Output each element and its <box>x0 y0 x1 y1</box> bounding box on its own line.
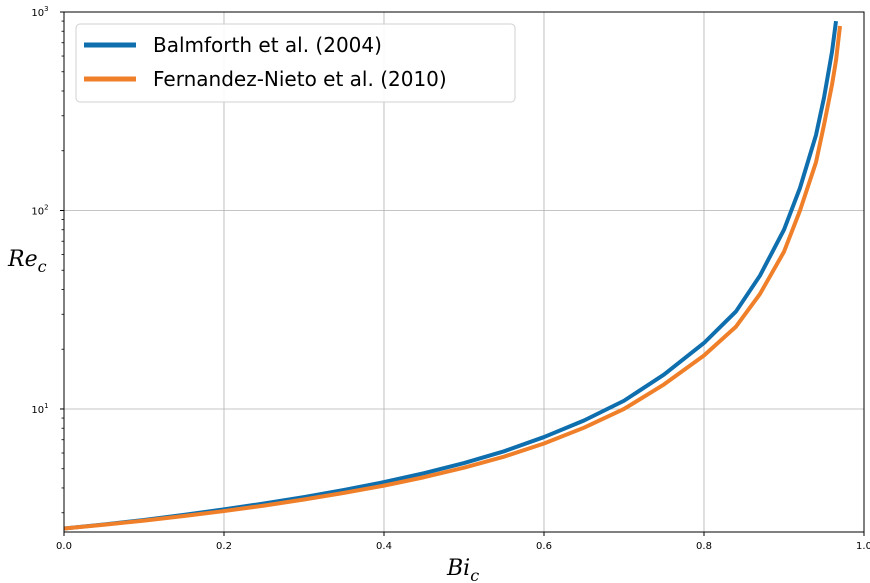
x-tick-label: 0.8 <box>696 541 712 552</box>
legend: Balmforth et al. (2004) Fernandez-Nieto … <box>75 23 516 103</box>
y-tick-label: 101 <box>31 402 48 416</box>
y-tick-exponent: 1 <box>44 402 48 410</box>
plot-frame <box>63 11 865 533</box>
x-tick-label: 1.0 <box>856 541 870 552</box>
x-axis-label-sub: c <box>470 566 479 583</box>
y-tick-base: 10 <box>31 206 44 217</box>
x-tick-label: 0.2 <box>216 541 232 552</box>
series-layer <box>64 20 842 531</box>
legend-label-fernandez-nieto: Fernandez-Nieto et al. (2010) <box>153 67 447 91</box>
x-axis-label: Bic <box>446 556 479 583</box>
x-tick-label: 0.6 <box>536 541 552 552</box>
x-axis-ticks: 0.0 0.2 0.4 0.6 0.8 1.0 <box>56 532 870 552</box>
x-tick-label: 0.0 <box>56 541 72 552</box>
x-axis-label-main: Bi <box>446 556 470 581</box>
legend-label-balmforth: Balmforth et al. (2004) <box>153 33 382 57</box>
y-axis-label-sub: c <box>38 257 47 276</box>
y-tick-base: 10 <box>31 8 44 19</box>
y-axis-label: Rec <box>7 247 47 276</box>
y-axis-label-main: Re <box>7 247 38 272</box>
series-line-fernandez-nieto <box>64 25 842 531</box>
y-tick-exponent: 2 <box>44 203 48 211</box>
legend-box <box>75 23 516 103</box>
y-tick-label: 103 <box>31 5 48 19</box>
y-tick-label: 102 <box>31 203 48 217</box>
y-tick-exponent: 3 <box>44 5 48 13</box>
x-tick-label: 0.4 <box>376 541 392 552</box>
y-tick-base: 10 <box>31 405 44 416</box>
